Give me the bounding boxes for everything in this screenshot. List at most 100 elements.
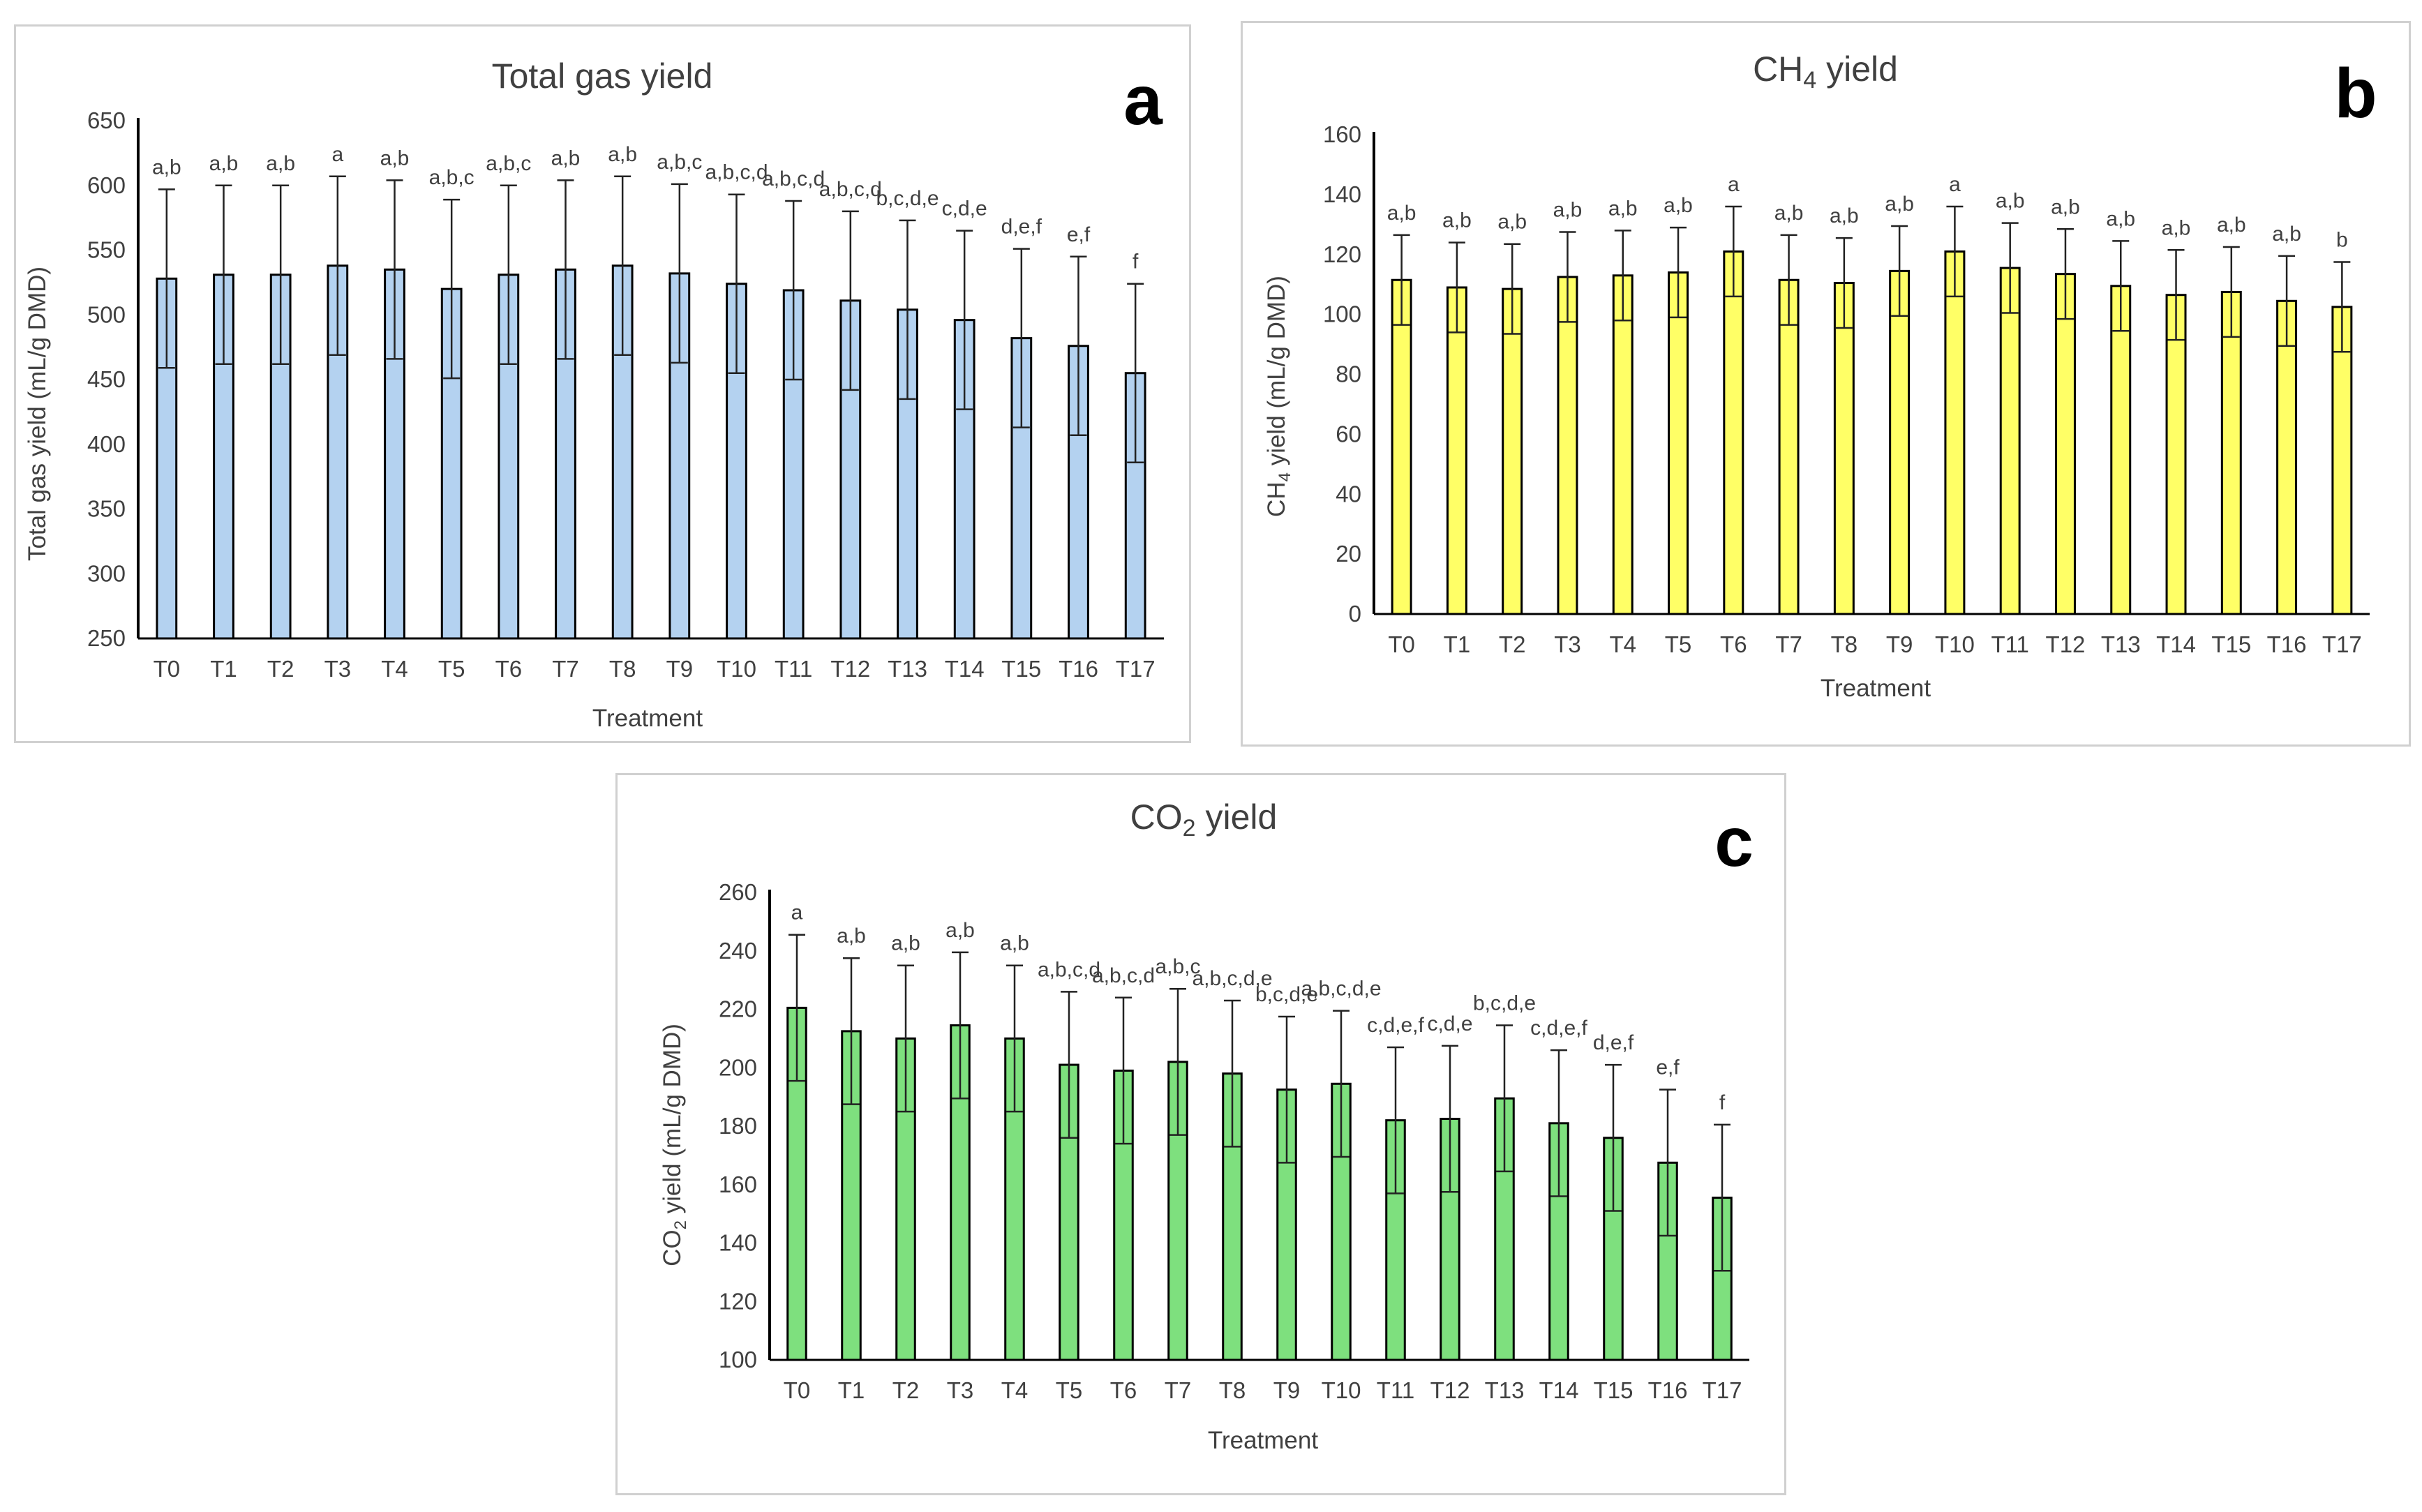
x-tick-label: T14 [2156, 631, 2196, 657]
significance-label: a,b [266, 152, 295, 175]
x-tick-label: T17 [1703, 1377, 1742, 1403]
y-tick-label: 100 [1323, 301, 1361, 327]
panel-letter-c: c [1714, 803, 1754, 881]
x-tick-label: T11 [775, 656, 812, 682]
bar [1167, 1061, 1188, 1361]
x-tick-label: T0 [1388, 631, 1415, 657]
y-tick-label: 300 [87, 560, 126, 586]
x-tick-label: T11 [1377, 1377, 1414, 1403]
y-tick-label: 20 [1336, 541, 1361, 567]
chart-a-title: Total gas yield [492, 57, 713, 96]
significance-label: e,f [1656, 1056, 1680, 1079]
y-tick-label: 180 [719, 1113, 757, 1139]
x-tick-label: T0 [784, 1377, 811, 1403]
bar [2220, 290, 2242, 615]
bar [1502, 287, 1523, 615]
significance-label: d,e,f [1593, 1031, 1634, 1054]
significance-label: a,b [1553, 199, 1583, 222]
significance-label: a,b [152, 156, 181, 179]
bar [1999, 267, 2021, 615]
significance-label: a,b [2217, 214, 2246, 237]
panel-a: Total gas yield a Total gas yield (mL/g … [14, 24, 1191, 743]
bar [2331, 306, 2353, 615]
y-tick-label: 400 [87, 431, 126, 457]
significance-label: a,b [891, 932, 920, 955]
panel-b: CH4 yield b CH4 yield (mL/g DMD) Treatme… [1241, 21, 2411, 747]
significance-label: a,b [1442, 209, 1472, 232]
y-tick-label: 0 [1349, 601, 1361, 627]
y-tick-label: 240 [719, 938, 757, 964]
significance-label: a,b [2051, 195, 2080, 218]
significance-label: a,b [209, 152, 239, 175]
significance-label: a,b [2272, 223, 2301, 246]
chart-b-ylabel: CH4 yield (mL/g DMD) [1263, 276, 1294, 517]
bar [1668, 271, 1689, 615]
significance-label: a,b [1885, 193, 1914, 216]
significance-label: a,b [608, 143, 637, 166]
x-tick-label: T16 [1648, 1377, 1688, 1403]
significance-label: a,b [1497, 211, 1527, 234]
chart-b-xlabel: Treatment [1821, 675, 1931, 702]
x-tick-label: T4 [1001, 1377, 1029, 1403]
x-tick-label: T2 [267, 656, 294, 682]
y-tick-label: 550 [87, 237, 126, 263]
x-tick-label: T3 [324, 656, 352, 682]
x-tick-label: T7 [1775, 631, 1802, 657]
y-tick-label: 60 [1336, 421, 1361, 447]
y-tick-label: 600 [87, 172, 126, 198]
significance-label: f [1719, 1091, 1726, 1114]
x-tick-label: T13 [2101, 631, 2141, 657]
significance-label: a,b [945, 919, 975, 942]
significance-label: a,b [2162, 216, 2191, 239]
bar [1446, 286, 1467, 615]
significance-label: a,b [380, 147, 410, 170]
significance-label: a,b [1774, 202, 1804, 225]
chart-c-title: CO2 yield [1130, 798, 1278, 841]
chart-a: Total gas yield a Total gas yield (mL/g … [24, 57, 1164, 732]
significance-label: c,d,e [942, 197, 987, 220]
panel-letter-b: b [2334, 54, 2377, 133]
y-tick-label: 140 [1323, 181, 1361, 207]
chart-b: CH4 yield b CH4 yield (mL/g DMD) Treatme… [1263, 50, 2377, 702]
bar [1557, 276, 1578, 615]
x-tick-label: T6 [1110, 1377, 1137, 1403]
significance-label: b,c,d,e [876, 187, 939, 210]
y-tick-label: 220 [719, 996, 757, 1022]
y-tick-label: 350 [87, 496, 126, 522]
x-tick-label: T4 [381, 656, 408, 682]
significance-label: b [2336, 228, 2348, 251]
bar [2165, 294, 2187, 615]
bar [1833, 282, 1855, 615]
significance-label: a,b [1608, 197, 1638, 220]
y-tick-label: 500 [87, 301, 126, 327]
chart-a-ylabel: Total gas yield (mL/g DMD) [24, 267, 51, 561]
panel-letter-a: a [1123, 61, 1163, 140]
y-tick-label: 450 [87, 366, 126, 392]
significance-label: a,b [1387, 202, 1416, 225]
significance-label: a,b [1664, 194, 1693, 217]
chart-c: CO2 yield c CO2 yield (mL/g DMD) Treatme… [659, 798, 1754, 1454]
significance-label: a,b [837, 925, 866, 948]
y-tick-label: 100 [719, 1347, 757, 1372]
bar [1391, 278, 1412, 615]
significance-label: a [791, 901, 803, 925]
significance-label: a,b,c,d [819, 178, 882, 201]
bar [1778, 278, 1800, 615]
x-tick-label: T14 [1539, 1377, 1579, 1403]
significance-label: b,c,d,e [1473, 992, 1536, 1015]
significance-label: a,b [2106, 207, 2135, 230]
x-tick-label: T3 [1554, 631, 1581, 657]
x-tick-label: T15 [2211, 631, 2251, 657]
significance-label: a,b [1000, 932, 1029, 955]
x-tick-label: T7 [1165, 1377, 1192, 1403]
significance-label: a,b,c [486, 152, 531, 175]
y-tick-label: 120 [1323, 241, 1361, 267]
x-tick-label: T17 [1116, 656, 1156, 682]
significance-label: a [1728, 173, 1740, 196]
x-tick-label: T5 [1665, 631, 1692, 657]
bar [1723, 250, 1744, 615]
chart-a-xlabel: Treatment [592, 705, 703, 732]
x-tick-label: T13 [888, 656, 927, 682]
x-tick-label: T13 [1485, 1377, 1525, 1403]
bar [2110, 285, 2132, 615]
